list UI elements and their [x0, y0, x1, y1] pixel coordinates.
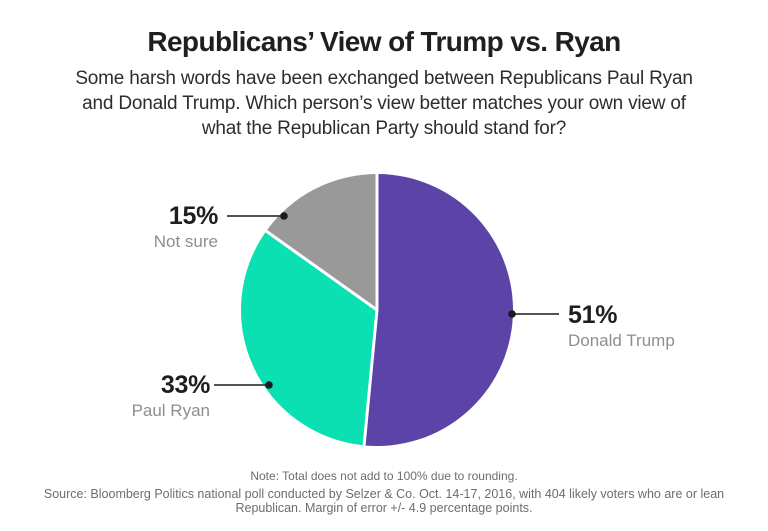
chart-note: Note: Total does not add to 100% due to … [250, 469, 518, 483]
chart-subtitle: Some harsh words have been exchanged bet… [0, 66, 768, 141]
callout-paul-ryan: 33% Paul Ryan [131, 371, 211, 420]
chart-title: Republicans’ View of Trump vs. Ryan [147, 26, 621, 57]
leader-dot-donald-trump [508, 310, 516, 318]
slice-name-label: Not sure [153, 232, 218, 251]
slice-name-label: Paul Ryan [131, 401, 210, 420]
slice-name-label: Donald Trump [568, 331, 675, 350]
source-line: Republican. Margin of error +/- 4.9 perc… [235, 501, 533, 515]
callout-not-sure: 15% Not sure [153, 202, 219, 251]
slice-pct-label: 33% [160, 371, 210, 399]
subtitle-line: Some harsh words have been exchanged bet… [75, 68, 693, 89]
slice-pct-label: 15% [168, 202, 218, 230]
pie-slice-paul-ryan [241, 231, 377, 446]
leader-dot-paul-ryan [265, 381, 273, 389]
pie-slice-not-sure [266, 174, 377, 310]
callout-donald-trump: 51% Donald Trump [568, 303, 675, 350]
slice-separator [265, 229, 378, 312]
chart-source: Source: Bloomberg Politics national poll… [0, 487, 768, 515]
leader-dot-not-sure [280, 212, 288, 220]
slice-pct-label: 51% [568, 301, 618, 329]
source-line: Source: Bloomberg Politics national poll… [43, 487, 725, 501]
pie-slice-donald-trump [364, 174, 513, 446]
slice-separator [362, 309, 379, 446]
subtitle-line: what the Republican Party should stand f… [201, 118, 567, 139]
subtitle-line: and Donald Trump. Which person’s view be… [82, 93, 686, 114]
